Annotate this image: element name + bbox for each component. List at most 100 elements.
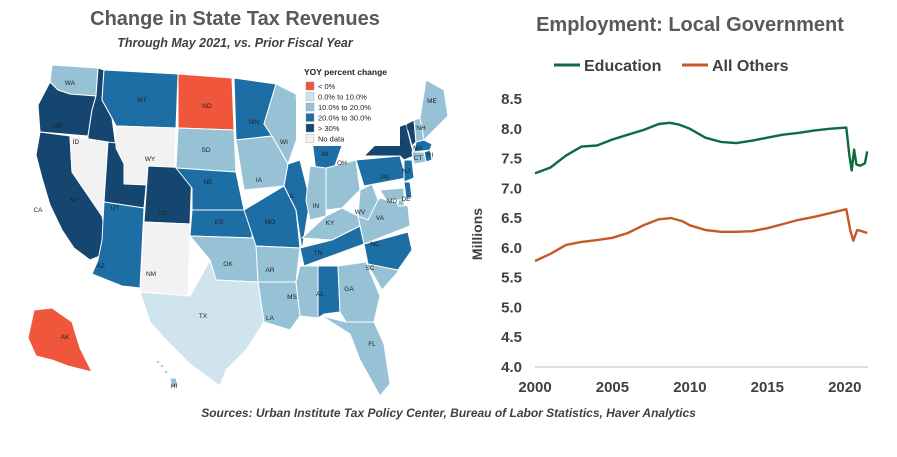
state-nj [403, 159, 415, 183]
y-tick-label: 7.5 [501, 151, 522, 168]
y-axis-label: Millions [470, 208, 485, 260]
state-nd [177, 73, 235, 131]
state-me [419, 79, 449, 141]
state-label-ri: RI [427, 152, 434, 159]
legend-label: 20.0% to 30.0% [318, 114, 371, 123]
state-label-me: ME [427, 98, 437, 105]
state-label-ga: GA [344, 286, 354, 293]
state-label-id: ID [73, 139, 80, 146]
state-ok [189, 235, 259, 283]
state-label-ky: KY [326, 220, 335, 227]
state-label-de: DE [401, 196, 411, 203]
state-label-ct: CT [414, 155, 423, 162]
state-label-co: CO [157, 210, 167, 217]
state-label-ar: AR [265, 267, 274, 274]
state-tx [139, 259, 265, 387]
state-label-nm: NM [146, 271, 156, 278]
map-legend: YOY percent change < 0% 0.0% to 10.0%10.0%… [296, 64, 400, 146]
state-mo [243, 185, 301, 249]
state-in [305, 165, 327, 221]
state-wv [357, 183, 379, 221]
state-dc [397, 199, 405, 207]
legend-label: < 0% [318, 82, 336, 91]
legend-label: 0.0% to 10.0% [318, 93, 367, 102]
state-la [257, 281, 301, 331]
chart-title: Employment: Local Government [536, 14, 844, 36]
map-subtitle: Through May 2021, vs. Prior Fiscal Year [117, 36, 353, 50]
legend-label-education: Education [584, 58, 661, 75]
state-label-va: VA [376, 215, 385, 222]
legend-label: 10.0% to 20.0% [318, 103, 371, 112]
state-label-mo: MO [265, 219, 275, 226]
x-tick-label: 2005 [596, 379, 629, 395]
x-tick-label: 2010 [673, 379, 706, 395]
y-tick-label: 8.0 [501, 121, 522, 138]
state-nm [139, 221, 191, 297]
state-label-vt: VT [406, 125, 414, 132]
state-label-sd: SD [201, 147, 210, 154]
series-line-education [534, 121, 869, 175]
y-tick-label: 5.5 [501, 270, 522, 287]
x-tick-label: 2015 [751, 379, 784, 395]
y-tick-label: 8.5 [501, 91, 522, 108]
state-label-ne: NE [203, 179, 213, 186]
x-tick-label: 2000 [518, 379, 551, 395]
legend-title: YOY percent change [304, 67, 387, 77]
state-label-ny: NY [395, 140, 405, 147]
state-ct [411, 151, 427, 165]
state-pa [355, 155, 407, 187]
state-nv [69, 135, 109, 217]
state-label-wy: WY [145, 156, 156, 163]
hawaii-island [163, 369, 169, 375]
state-al [317, 265, 341, 319]
state-hi [169, 377, 179, 389]
hawaii-island [159, 363, 165, 369]
x-tick-label: 2020 [828, 379, 861, 395]
state-label-la: LA [266, 315, 275, 322]
state-label-or: OR [53, 123, 63, 130]
state-label-hi: HI [171, 383, 178, 390]
y-tick-label: 6.0 [501, 240, 522, 257]
state-label-oh: OH [337, 160, 347, 167]
state-label-nj: NJ [402, 168, 410, 175]
series-line-all-others [534, 208, 868, 263]
state-label-wi: WI [280, 139, 288, 146]
state-label-nv: NV [69, 197, 79, 204]
state-label-tn: TN [314, 250, 323, 257]
state-label-ut: UT [111, 205, 120, 212]
state-nc [363, 231, 413, 271]
state-label-mi: MI [321, 151, 328, 158]
state-label-pa: PA [381, 174, 390, 181]
state-label-wa: WA [65, 80, 76, 87]
legend-label-all-others: All Others [712, 58, 789, 75]
state-label-fl: FL [368, 341, 376, 348]
state-label-nc: NC [370, 241, 380, 248]
state-label-tx: TX [199, 313, 208, 320]
state-label-sc: SC [365, 265, 374, 272]
state-label-ia: IA [256, 177, 263, 184]
y-tick-label: 4.5 [501, 329, 522, 346]
state-label-ma: MA [413, 145, 423, 152]
employment-line-chart: Education All Others 4.0 4.5 5.0 5.5 6.0 6.5 7.… [470, 58, 869, 395]
legend-swatch [305, 134, 315, 143]
state-label-al: AL [316, 291, 324, 298]
state-label-mn: MN [249, 119, 259, 126]
state-label-nh: NH [416, 125, 426, 132]
state-label-ok: OK [223, 261, 233, 268]
y-tick-label: 6.5 [501, 210, 522, 227]
state-label-az: AZ [97, 263, 105, 270]
us-state-map: WA OR CA ID NV UT AZ MT WY CO NM ND SD NE KS OK TX MN IA MO… [27, 64, 449, 397]
state-label-ms: MS [287, 294, 297, 301]
legend-swatch [305, 102, 315, 112]
state-fl [321, 315, 391, 397]
state-label-in: IN [313, 203, 320, 210]
state-label-md: MD [387, 198, 397, 205]
legend-swatch [305, 123, 315, 133]
legend-swatch [305, 81, 315, 91]
y-tick-label: 5.0 [501, 299, 522, 316]
state-label-ak: AK [61, 334, 70, 341]
state-label-mt: MT [137, 97, 146, 104]
state-ms [295, 265, 319, 319]
legend-swatch [305, 113, 315, 122]
hawaii-island [155, 359, 161, 365]
